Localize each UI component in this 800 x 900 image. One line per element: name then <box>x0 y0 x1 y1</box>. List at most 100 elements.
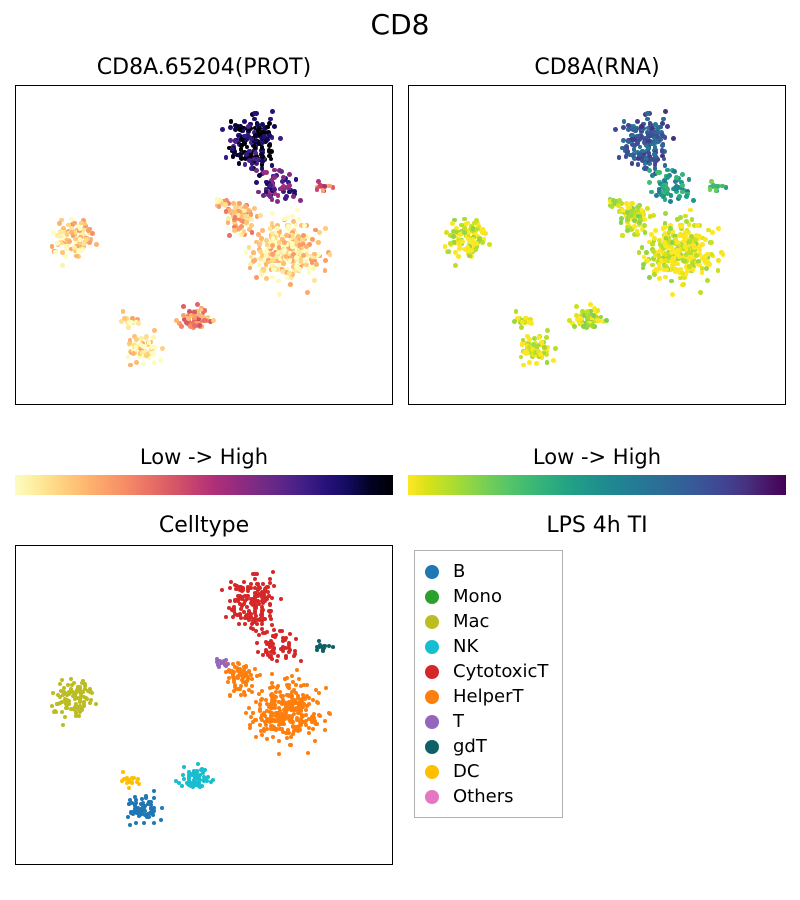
legend-label: NK <box>453 636 478 657</box>
scatter-point <box>680 271 685 276</box>
scatter-point <box>655 268 660 273</box>
scatter-point <box>277 752 281 756</box>
scatter-point <box>265 242 270 247</box>
scatter-point <box>321 188 326 193</box>
scatter-point <box>126 815 130 819</box>
scatter-point <box>690 217 695 222</box>
scatter-point <box>462 230 467 235</box>
scatter-point <box>63 715 67 719</box>
scatter-point <box>144 796 148 800</box>
scatter-point <box>249 217 254 222</box>
scatter-point <box>253 667 257 671</box>
scatter-point <box>53 250 58 255</box>
scatter-point <box>305 704 309 708</box>
scatter-point <box>65 693 69 697</box>
scatter-point <box>290 214 295 219</box>
scatter-point <box>678 215 683 220</box>
scatter-point <box>134 821 138 825</box>
scatter-point <box>519 355 524 360</box>
scatter-point <box>289 743 293 747</box>
scatter-point <box>60 263 65 268</box>
legend-label: gdT <box>453 736 487 757</box>
scatter-point <box>635 119 640 124</box>
scatter-point <box>542 345 547 350</box>
scatter-point <box>239 224 244 229</box>
scatter-point <box>647 168 652 173</box>
scatter-point <box>131 351 136 356</box>
scatter-point <box>313 739 317 743</box>
scatter-point <box>249 673 253 677</box>
scatter-point <box>295 716 299 720</box>
scatter-point <box>243 204 248 209</box>
scatter-point <box>284 233 289 238</box>
scatter-point <box>74 254 79 259</box>
scatter-point <box>688 208 693 213</box>
scatter-point <box>88 701 92 705</box>
scatter-point <box>327 644 331 648</box>
legend-item: HelperT <box>425 684 548 709</box>
scatter-point <box>276 193 281 198</box>
scatter-point <box>50 704 54 708</box>
scatter-point <box>681 282 686 287</box>
scatter-point <box>645 206 650 211</box>
scatter-point <box>574 313 579 318</box>
scatter-point <box>707 262 712 267</box>
scatter-point <box>291 194 296 199</box>
scatter-point <box>54 710 58 714</box>
scatter-point <box>64 246 69 251</box>
scatter-point <box>595 318 600 323</box>
scatter-point <box>255 641 259 645</box>
scatter-point <box>328 712 332 716</box>
scatter-point <box>687 255 692 260</box>
scatter-point <box>632 137 637 142</box>
scatter-point <box>243 622 247 626</box>
scatter-point <box>272 628 276 632</box>
scatter-point <box>61 723 65 727</box>
scatter-point <box>276 279 281 284</box>
scatter-point <box>248 726 252 730</box>
scatter-point <box>258 213 263 218</box>
scatter-point <box>323 728 327 732</box>
scatter-point <box>254 629 258 633</box>
scatter-point <box>277 739 281 743</box>
scatter-point <box>691 243 696 248</box>
scatter-point <box>268 686 272 690</box>
scatter-point <box>244 665 248 669</box>
scatter-point <box>316 701 320 705</box>
scatter-point <box>197 323 202 328</box>
scatter-point <box>663 252 668 257</box>
scatter-point <box>60 710 64 714</box>
scatter-point <box>281 175 286 180</box>
scatter-point <box>294 264 299 269</box>
scatter-point <box>246 585 250 589</box>
scatter-point <box>251 250 256 255</box>
scatter-point <box>180 784 184 788</box>
scatter-point <box>288 719 292 723</box>
scatter-point <box>652 152 657 157</box>
scatter-point <box>630 201 635 206</box>
scatter-point <box>453 263 458 268</box>
scatter-point <box>671 136 676 141</box>
scatter-point <box>269 617 273 621</box>
scatter-point <box>50 244 55 249</box>
scatter-point <box>78 237 83 242</box>
scatter-point <box>250 230 255 235</box>
scatter-point <box>261 601 265 605</box>
legend-item: Mono <box>425 584 548 609</box>
scatter-point <box>661 183 666 188</box>
scatter-point <box>203 308 208 313</box>
scatter-point <box>278 690 282 694</box>
scatter-point <box>653 228 658 233</box>
scatter-point <box>657 276 662 281</box>
scatter-point <box>134 806 138 810</box>
scatter-point <box>697 244 702 249</box>
scatter-point <box>265 737 269 741</box>
scatter-point <box>187 777 191 781</box>
scatter-point <box>134 798 138 802</box>
figure-root: CD8 CD8A.65204(PROT) CD8A(RNA) Low -> Hi… <box>0 0 800 900</box>
scatter-point <box>704 266 709 271</box>
scatter-point <box>301 714 305 718</box>
legend-label: T <box>453 711 464 732</box>
scatter-point <box>694 253 699 258</box>
scatter-point <box>149 345 154 350</box>
